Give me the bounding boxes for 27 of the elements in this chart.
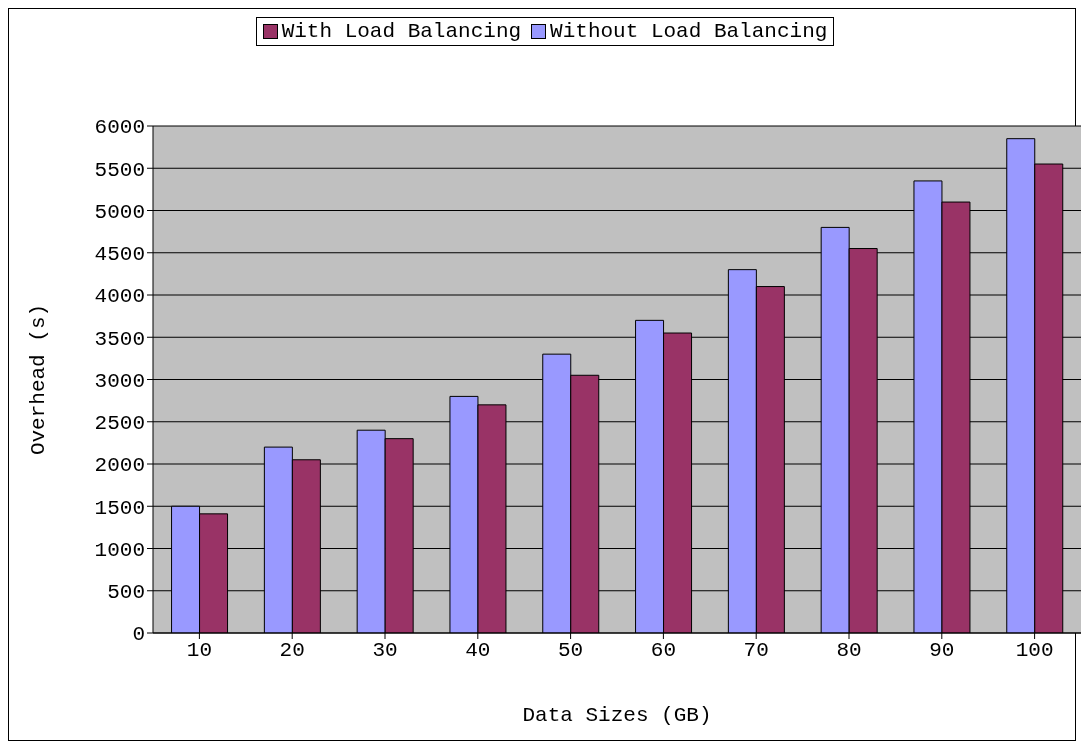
y-tick-label: 3000 [94,369,145,393]
y-tick-label: 4000 [94,285,145,309]
y-tick-label: 0 [132,623,145,647]
y-axis-title: Overhead (s) [27,303,51,456]
y-tick-label: 4500 [94,243,145,267]
y-tick-label: 2500 [94,412,145,436]
x-tick-label: 30 [372,638,398,662]
x-tick-label: 90 [929,638,955,662]
x-tick-label: 100 [1015,638,1054,662]
x-tick-label: 70 [743,638,769,662]
legend-label: With Load Balancing [280,20,522,43]
y-tick-label: 3500 [94,327,145,351]
x-tick-label: 60 [650,638,677,662]
x-tick-label: 40 [465,638,491,662]
x-tick-label: 50 [557,638,584,662]
legend-label: Without Load Balancing [549,20,828,43]
x-axis-title: Data Sizes (GB) [522,704,712,727]
x-tick-label: 10 [186,638,213,662]
y-tick-label: 1500 [94,496,145,520]
y-tick-label: 2000 [94,454,145,478]
y-tick-label: 1000 [94,538,145,562]
y-tick-label: 5000 [94,200,145,224]
y-tick-label: 5500 [94,158,145,182]
y-tick-label: 500 [107,581,145,605]
x-tick-label: 80 [836,638,862,662]
x-tick-label: 20 [279,638,305,662]
y-tick-label: 6000 [94,116,145,140]
